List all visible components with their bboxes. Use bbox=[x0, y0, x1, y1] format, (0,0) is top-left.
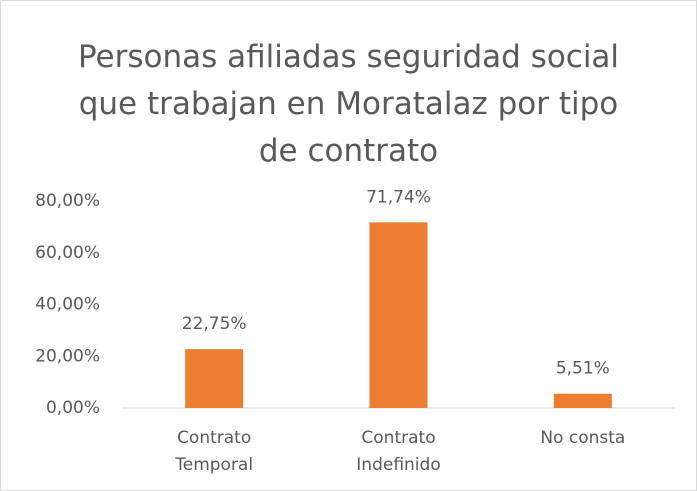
y-tick-label: 0,00% bbox=[46, 398, 100, 418]
bar bbox=[185, 349, 244, 408]
bar bbox=[553, 393, 612, 408]
y-tick-label: 60,00% bbox=[35, 243, 100, 263]
x-tick-label: Contrato Indefinido bbox=[356, 428, 441, 475]
y-tick-label: 20,00% bbox=[35, 346, 100, 366]
value-label: 5,51% bbox=[556, 359, 610, 379]
chart-title: Personas afiliadas seguridad social que … bbox=[77, 39, 620, 169]
x-tick-label: No consta bbox=[540, 428, 626, 448]
y-tick-label: 40,00% bbox=[35, 295, 100, 315]
x-tick-label: Contrato Temporal bbox=[175, 428, 254, 475]
value-label: 22,75% bbox=[182, 314, 247, 334]
y-tick-label: 80,00% bbox=[35, 191, 100, 211]
bar bbox=[369, 222, 428, 408]
value-label: 71,74% bbox=[366, 187, 431, 207]
